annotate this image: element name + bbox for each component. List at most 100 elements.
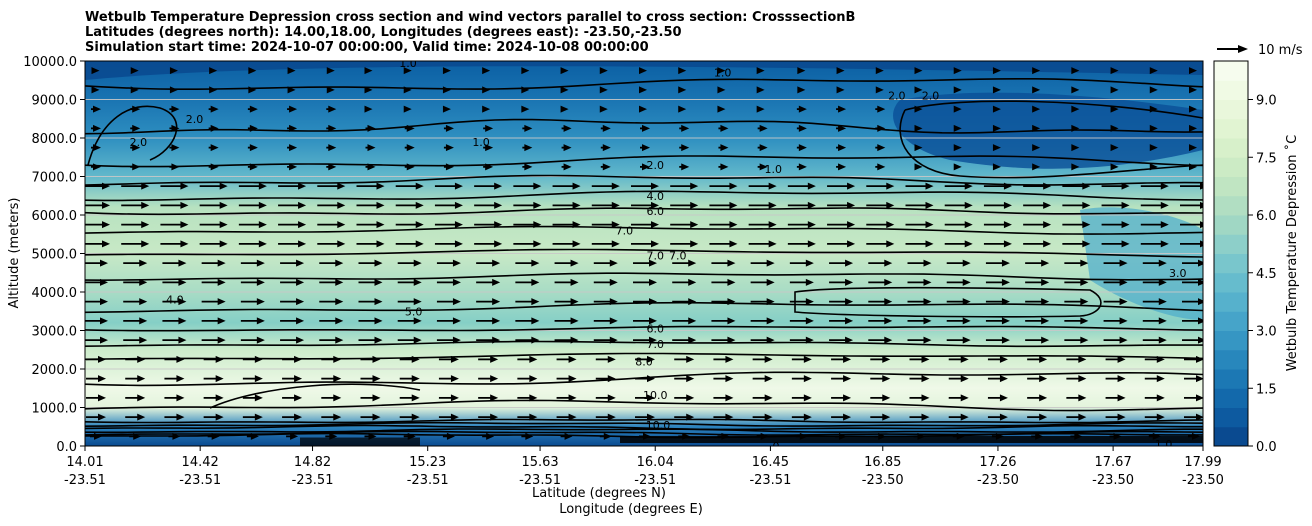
y-tick-label: 1000.0 bbox=[32, 402, 78, 417]
wind-vector bbox=[756, 86, 765, 94]
wind-vector bbox=[1109, 432, 1122, 440]
wind-vector bbox=[748, 221, 777, 229]
wind-vector bbox=[515, 278, 540, 286]
wind-vector bbox=[121, 201, 150, 209]
wind-vector bbox=[123, 259, 148, 267]
wind-vector bbox=[1149, 86, 1158, 94]
wind-vector bbox=[595, 413, 616, 421]
wind-vector bbox=[123, 336, 148, 344]
wind-vector bbox=[399, 375, 420, 383]
wind-vector bbox=[515, 336, 540, 344]
y-tick-label: 8000.0 bbox=[32, 132, 78, 147]
wind-vector bbox=[1182, 298, 1203, 306]
wind-vector bbox=[757, 124, 768, 132]
wind-vector bbox=[987, 394, 1008, 402]
wind-vector bbox=[599, 67, 608, 75]
wind-vector bbox=[1103, 278, 1128, 286]
wind-vector bbox=[397, 259, 422, 267]
wind-vector bbox=[280, 336, 305, 344]
contour-fill-top-band bbox=[85, 61, 1203, 80]
wind-vector bbox=[829, 336, 854, 344]
wind-vector bbox=[914, 105, 923, 113]
contour-label: 4.0 bbox=[646, 190, 664, 203]
wind-vector bbox=[238, 201, 267, 209]
x-tick-label-lon: -23.51 bbox=[64, 473, 106, 488]
wind-vector bbox=[162, 278, 187, 286]
wind-vector bbox=[399, 355, 420, 363]
contour-label: 7.0 bbox=[669, 249, 687, 262]
contour-label: 5.0 bbox=[405, 305, 423, 318]
wind-vector bbox=[436, 298, 461, 306]
wind-vector bbox=[356, 182, 385, 190]
wind-vector bbox=[796, 105, 807, 113]
contour-layer bbox=[85, 78, 1203, 446]
colorbar-tick-label: 0.0 bbox=[1256, 440, 1277, 455]
wind-vector bbox=[91, 86, 100, 94]
wind-vector bbox=[1103, 336, 1128, 344]
wind-vector bbox=[593, 259, 618, 267]
wind-vector bbox=[130, 144, 141, 152]
wind-vector bbox=[678, 67, 687, 75]
wind-vector bbox=[404, 124, 415, 132]
wind-vector bbox=[1189, 105, 1197, 113]
grid-layer bbox=[85, 99, 1203, 408]
contour-label: 2.0 bbox=[186, 113, 204, 126]
wind-vector bbox=[1027, 355, 1048, 363]
wind-vector bbox=[1023, 221, 1052, 229]
wind-vector bbox=[476, 259, 501, 267]
wind-vector bbox=[750, 259, 775, 267]
wind-vector bbox=[679, 144, 690, 152]
wind-vector bbox=[403, 432, 416, 440]
wind-vector bbox=[247, 144, 258, 152]
wind-vector bbox=[1149, 105, 1158, 113]
colorbar-segment bbox=[1214, 426, 1248, 447]
wind-vector bbox=[870, 375, 891, 383]
wind-vector bbox=[164, 375, 185, 383]
x-tick-label-lon: -23.51 bbox=[292, 473, 334, 488]
wind-vector bbox=[831, 413, 852, 421]
wind-vector bbox=[1103, 259, 1128, 267]
wind-vector bbox=[395, 221, 424, 229]
x-tick-label-lat: 14.01 bbox=[66, 455, 103, 470]
wind-vector bbox=[552, 201, 581, 209]
wind-vector bbox=[326, 105, 337, 113]
wind-vector bbox=[639, 67, 647, 75]
wind-vector bbox=[1180, 240, 1203, 248]
wind-vector bbox=[517, 375, 538, 383]
wind-vector bbox=[248, 67, 257, 75]
contour-label: 6.0 bbox=[646, 323, 664, 336]
colorbar-label: Wetbulb Temperature Depression ˚C bbox=[1284, 135, 1300, 372]
wind-vector bbox=[121, 182, 150, 190]
wind-vector bbox=[796, 124, 807, 132]
wind-vector bbox=[914, 67, 923, 75]
colorbar-segment bbox=[1214, 369, 1248, 389]
wind-vector bbox=[434, 240, 463, 248]
x-axis-label-longitude: Longitude (degrees E) bbox=[559, 502, 703, 517]
wind-vector bbox=[905, 182, 934, 190]
wind-vector bbox=[639, 86, 647, 94]
wind-vector bbox=[515, 259, 540, 267]
wind-vector bbox=[748, 240, 777, 248]
wind-vector bbox=[599, 432, 612, 440]
wind-vector bbox=[709, 221, 738, 229]
wind-vector bbox=[678, 105, 687, 113]
wind-vector bbox=[321, 375, 342, 383]
wind-vector bbox=[561, 163, 572, 171]
wind-vector bbox=[946, 336, 971, 344]
contour-line bbox=[85, 155, 1203, 168]
wind-vector bbox=[403, 67, 412, 75]
wind-vector bbox=[474, 221, 503, 229]
wind-vector bbox=[1101, 182, 1130, 190]
wind-vector bbox=[787, 240, 816, 248]
wind-vector bbox=[633, 317, 657, 325]
wind-vector bbox=[162, 317, 187, 325]
wind-vector bbox=[356, 201, 385, 209]
wind-vector bbox=[365, 124, 376, 132]
wind-vector bbox=[829, 278, 854, 286]
wind-vector bbox=[1140, 240, 1169, 248]
wind-vector bbox=[789, 317, 814, 325]
wind-vector bbox=[791, 375, 812, 383]
wind-vector bbox=[670, 240, 699, 248]
wind-vector bbox=[160, 182, 189, 190]
wind-vector bbox=[831, 394, 852, 402]
